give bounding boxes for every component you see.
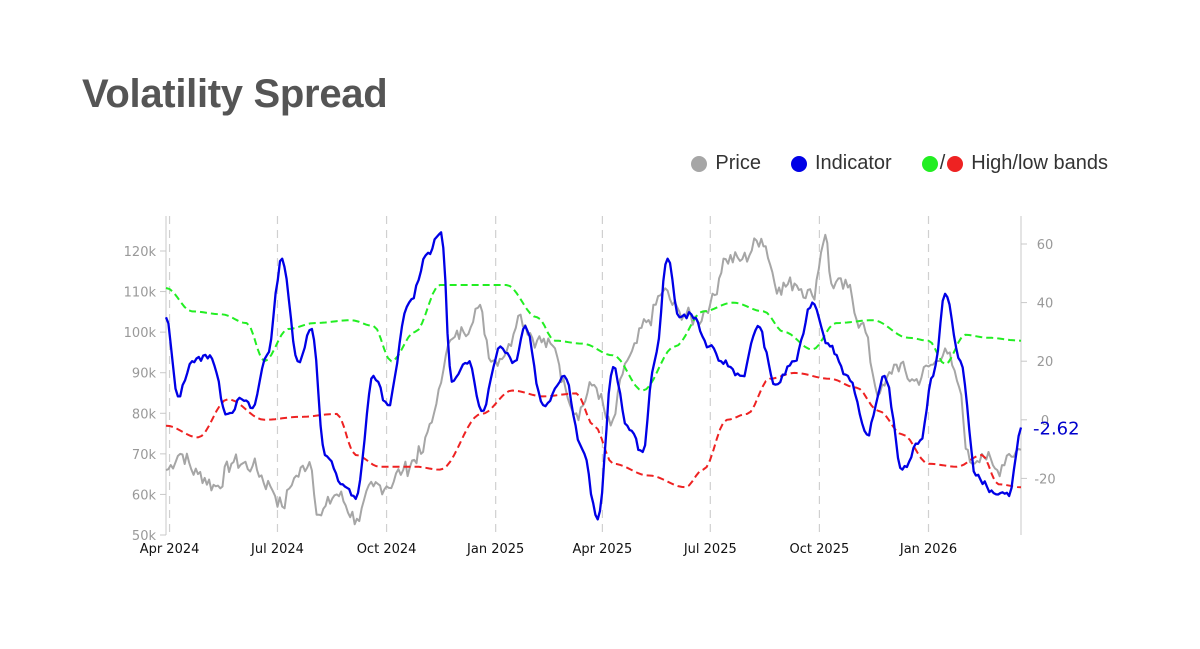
x-tick-label: Oct 2024 (357, 542, 417, 557)
right-tick-label: 20 (1037, 355, 1054, 370)
legend-item-indicator: Indicator (790, 152, 892, 175)
x-tick-label: Jul 2024 (250, 542, 304, 557)
legend-slash: / (939, 152, 946, 174)
indicator-series-line (164, 231, 1023, 521)
left-tick-label: 60k (132, 488, 157, 503)
left-tick-label: 120k (124, 245, 157, 260)
x-tick-label: Oct 2025 (790, 542, 850, 557)
last-value-label: -2.62 (1033, 418, 1080, 439)
chart-legend: Price Indicator / High/low bands (661, 152, 1108, 175)
legend-label-bands: High/low bands (971, 152, 1108, 174)
low-band-line (165, 371, 1022, 489)
legend-label-indicator: Indicator (814, 152, 892, 174)
price-swatch-icon (691, 155, 708, 172)
high-band-line (165, 284, 1022, 392)
left-tick-label: 70k (132, 448, 157, 463)
x-tick-label: Jan 2026 (899, 542, 957, 557)
left-tick-label: 50k (132, 529, 157, 544)
x-tick-label: Jan 2025 (466, 542, 524, 557)
low-band-swatch-icon (947, 155, 964, 172)
page-title: Volatility Spread (82, 72, 388, 116)
right-tick-label: 40 (1037, 297, 1054, 312)
left-tick-label: 80k (132, 407, 157, 422)
left-tick-label: 110k (124, 286, 157, 301)
x-tick-label: Jul 2025 (683, 542, 737, 557)
right-tick-label: 0 (1041, 414, 1049, 429)
high-band-swatch-icon (921, 155, 938, 172)
left-tick-label: 100k (124, 326, 157, 341)
legend-label-price: Price (715, 152, 761, 174)
right-tick-label: -20 (1034, 472, 1055, 487)
x-tick-label: Apr 2025 (573, 542, 633, 557)
indicator-swatch-icon (790, 155, 807, 172)
x-tick-label: Apr 2024 (140, 542, 200, 557)
price-series-line (165, 233, 1022, 526)
left-tick-label: 90k (132, 367, 157, 382)
right-tick-label: 60 (1037, 238, 1054, 253)
legend-item-price: Price (691, 152, 761, 175)
legend-item-bands: / High/low bands (921, 152, 1108, 175)
